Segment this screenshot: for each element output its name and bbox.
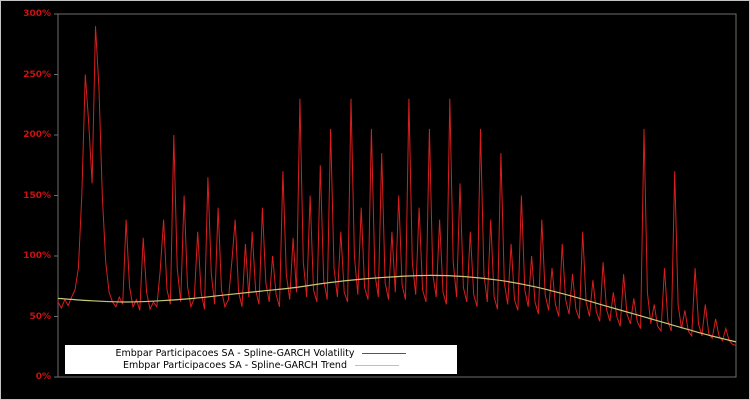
trend-line-swatch: [354, 364, 399, 366]
y-axis-tick-label: 200%: [23, 130, 51, 140]
legend-item-trend: Embpar Participacoes SA - Spline-GARCH T…: [65, 359, 457, 371]
y-axis-tick-label: 0%: [35, 372, 51, 382]
legend-label-volatility: Embpar Participacoes SA - Spline-GARCH V…: [115, 347, 355, 359]
legend-label-trend: Embpar Participacoes SA - Spline-GARCH T…: [123, 359, 347, 371]
y-axis-tick-label: 250%: [23, 69, 51, 80]
y-axis-tick-label: 150%: [23, 190, 51, 201]
y-axis-tick-label: 300%: [23, 9, 51, 19]
y-axis-tick-label: 50%: [29, 311, 51, 322]
y-axis-tick-label: 100%: [23, 251, 51, 261]
plot-svg: [54, 13, 737, 378]
legend-item-volatility: Embpar Participacoes SA - Spline-GARCH V…: [65, 347, 457, 359]
y-axis: 0% 50% 100% 150% 200% 250% 300%: [1, 1, 53, 399]
plot-area: [54, 13, 737, 378]
legend: Embpar Participacoes SA - Spline-GARCH V…: [65, 345, 457, 374]
volatility-line-swatch: [362, 352, 407, 354]
